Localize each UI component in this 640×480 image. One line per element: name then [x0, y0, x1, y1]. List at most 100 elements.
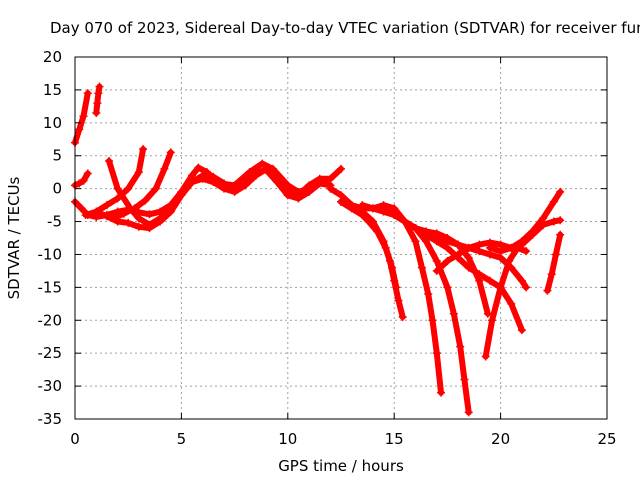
data-point-sat-k [428, 316, 437, 325]
data-point-sat-h [251, 168, 260, 177]
y-tick-label: 10 [43, 114, 62, 132]
data-point-sat-p [517, 276, 526, 285]
data-point-sat-h [134, 222, 143, 231]
data-point-sat-f [102, 201, 111, 210]
x-tick-labels: 0 5 10 15 20 25 [70, 430, 616, 448]
data-point-sat-h [81, 210, 90, 219]
data-point-sat-e [337, 164, 345, 173]
data-point-sat-n [507, 299, 516, 308]
x-tick-label: 5 [177, 430, 187, 448]
y-tick-label: 20 [43, 48, 62, 66]
data-point-sat-h [145, 224, 154, 233]
data-point-sat-s [551, 250, 560, 259]
data-point-sat-h [209, 172, 218, 181]
data-point-sat-r [539, 214, 548, 223]
data-point-sat-h [315, 179, 324, 188]
data-point-sat-j [364, 217, 373, 226]
data-point-sat-o [522, 247, 531, 256]
data-point-sat-e [113, 184, 122, 193]
data-point-sat-q [549, 217, 558, 226]
data-point-sat-b [93, 99, 102, 108]
data-point-sat-i [398, 312, 407, 321]
data-point-sat-n [485, 276, 494, 285]
y-tick-label: 5 [52, 147, 62, 165]
data-point-sat-r [496, 247, 505, 256]
x-tick-label: 0 [70, 430, 80, 448]
y-tick-label: -10 [38, 245, 63, 263]
data-point-sat-g [166, 148, 175, 157]
data-point-sat-g [130, 204, 139, 213]
data-point-sat-i [394, 296, 403, 305]
data-point-sat-a [75, 125, 84, 134]
data-point-sat-d [258, 159, 267, 168]
data-point-sat-o [488, 316, 497, 325]
x-tick-label: 20 [491, 430, 510, 448]
axis-ticks [74, 56, 608, 420]
series-line-sat-j [338, 198, 400, 291]
data-point-sat-j [373, 227, 382, 236]
data-point-sat-n [517, 326, 526, 335]
data-point-sat-n [475, 270, 484, 279]
data-point-sat-p [522, 283, 531, 292]
data-point-sat-h [92, 207, 101, 216]
data-point-sat-a [79, 112, 88, 121]
y-tick-labels: 20 15 10 5 0 -5 -10 -15 -20 -25 -30 -35 [38, 48, 63, 428]
y-tick-label: -20 [38, 311, 63, 329]
data-point-sat-h [273, 178, 282, 187]
data-point-sat-k [347, 201, 356, 210]
grid [75, 57, 607, 419]
data-point-sat-h [305, 187, 314, 196]
data-point-sat-h [262, 166, 271, 175]
data-point-sat-i [326, 184, 335, 193]
data-point-sat-h [102, 212, 111, 221]
data-point-sat-c [75, 179, 84, 188]
data-point-sat-f [139, 145, 148, 154]
chart-title: Day 070 of 2023, Sidereal Day-to-day VTE… [50, 19, 640, 37]
data-point-sat-h [166, 207, 175, 216]
data-point-sat-q [556, 216, 565, 225]
data-point-sat-q [464, 243, 473, 252]
data-point-sat-k [417, 263, 426, 272]
series-line-sat-p [433, 235, 530, 291]
data-point-sat-m [483, 309, 492, 318]
x-tick-label: 15 [385, 430, 404, 448]
data-point-sat-j [388, 263, 397, 272]
data-point-sat-f [124, 184, 133, 193]
data-point-sat-p [507, 263, 516, 272]
data-point-sat-k [411, 237, 420, 246]
data-point-sat-r [556, 187, 565, 196]
data-point-sat-s [543, 286, 552, 295]
data-point-sat-l [368, 204, 377, 213]
data-point-sat-l [358, 201, 367, 210]
data-point-sat-j [381, 243, 390, 252]
data-point-sat-c [79, 176, 88, 185]
data-point-sat-s [556, 230, 565, 239]
data-point-sat-r [517, 237, 526, 246]
data-point-sat-k [437, 388, 446, 397]
data-point-sat-h [230, 185, 239, 194]
series-line-sat-c [72, 170, 91, 189]
x-axis-label: GPS time / hours [278, 457, 404, 475]
data-point-sat-l [432, 257, 441, 266]
data-point-sat-m [379, 204, 388, 213]
data-point-sat-b [92, 108, 101, 117]
data-point-sat-h [219, 179, 228, 188]
y-tick-label: -25 [38, 344, 63, 362]
y-tick-label: -15 [38, 278, 63, 296]
data-point-sat-c [83, 169, 92, 178]
data-point-sat-f [113, 194, 122, 203]
data-point-sat-k [337, 197, 345, 206]
data-point-sat-h [113, 217, 122, 226]
data-point-sat-r [485, 243, 494, 252]
data-point-sat-f [134, 168, 143, 177]
data-point-sat-j [392, 283, 401, 292]
y-tick-label: -5 [47, 213, 62, 231]
data-point-sat-q [454, 250, 463, 259]
data-point-sat-d [145, 210, 154, 219]
data-point-sat-k [424, 289, 433, 298]
y-axis-label: SDTVAR / TECUs [5, 176, 23, 299]
y-tick-label: -35 [38, 410, 63, 428]
data-point-sat-h [124, 218, 133, 227]
